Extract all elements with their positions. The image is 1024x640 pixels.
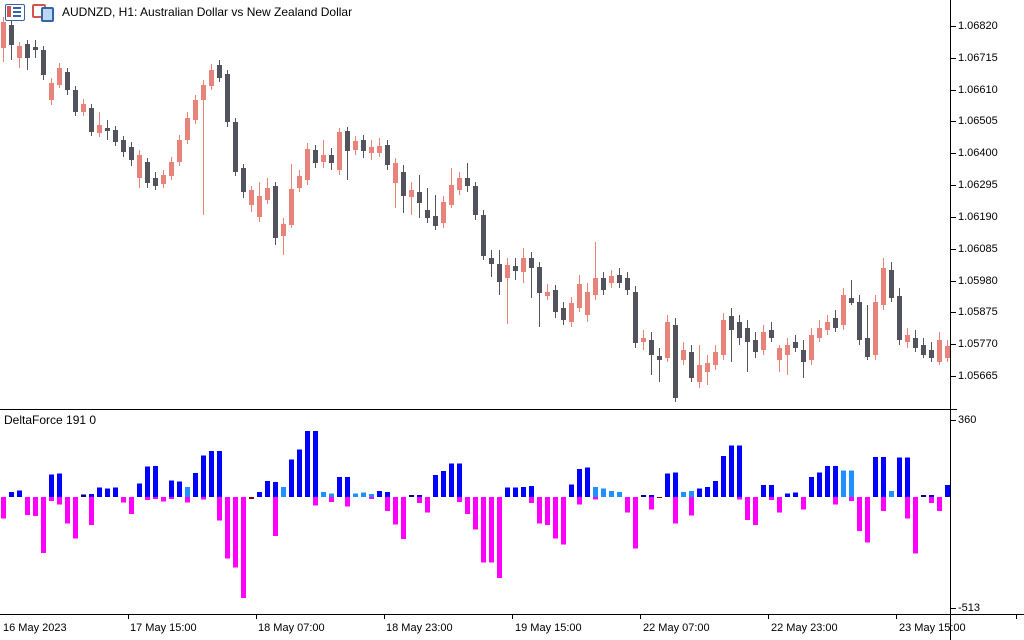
price-axis-label: 1.06295 — [958, 179, 998, 191]
chart-list-icon[interactable] — [5, 4, 25, 21]
time-axis-label: 18 May 23:00 — [386, 622, 453, 634]
time-axis-label: 19 May 15:00 — [515, 622, 582, 634]
time-axis-label: 22 May 23:00 — [771, 622, 838, 634]
time-axis-label: 18 May 07:00 — [258, 622, 325, 634]
price-axis-label: 1.05875 — [958, 306, 998, 318]
indicator-axis-min-label: -513 — [958, 602, 981, 614]
indicator-axis-max-label: 360 — [958, 414, 977, 426]
price-axis-line — [950, 0, 951, 640]
price-axis-label: 1.06190 — [958, 211, 998, 223]
time-axis-label: 23 May 15:00 — [899, 622, 966, 634]
chart-title-iconbar — [5, 4, 54, 22]
chart-window-icon[interactable] — [32, 4, 54, 22]
price-axis-label: 1.06820 — [958, 20, 998, 32]
price-axis-label: 1.05665 — [958, 370, 998, 382]
time-axis-label: 16 May 2023 — [3, 622, 67, 634]
price-axis-label: 1.06400 — [958, 147, 998, 159]
time-axis-label: 22 May 07:00 — [643, 622, 710, 634]
pane-separator — [0, 409, 957, 410]
price-axis-label: 1.06610 — [958, 84, 998, 96]
indicator-label: DeltaForce 191 0 — [4, 413, 97, 427]
price-axis-label: 1.06085 — [958, 243, 998, 255]
time-axis-label: 17 May 15:00 — [130, 622, 197, 634]
price-axis-label: 1.06715 — [958, 52, 998, 64]
price-axis-label: 1.05770 — [958, 338, 998, 350]
price-axis-label: 1.05980 — [958, 275, 998, 287]
chart-title: AUDNZD, H1: Australian Dollar vs New Zea… — [62, 5, 353, 19]
price-axis-label: 1.06505 — [958, 115, 998, 127]
